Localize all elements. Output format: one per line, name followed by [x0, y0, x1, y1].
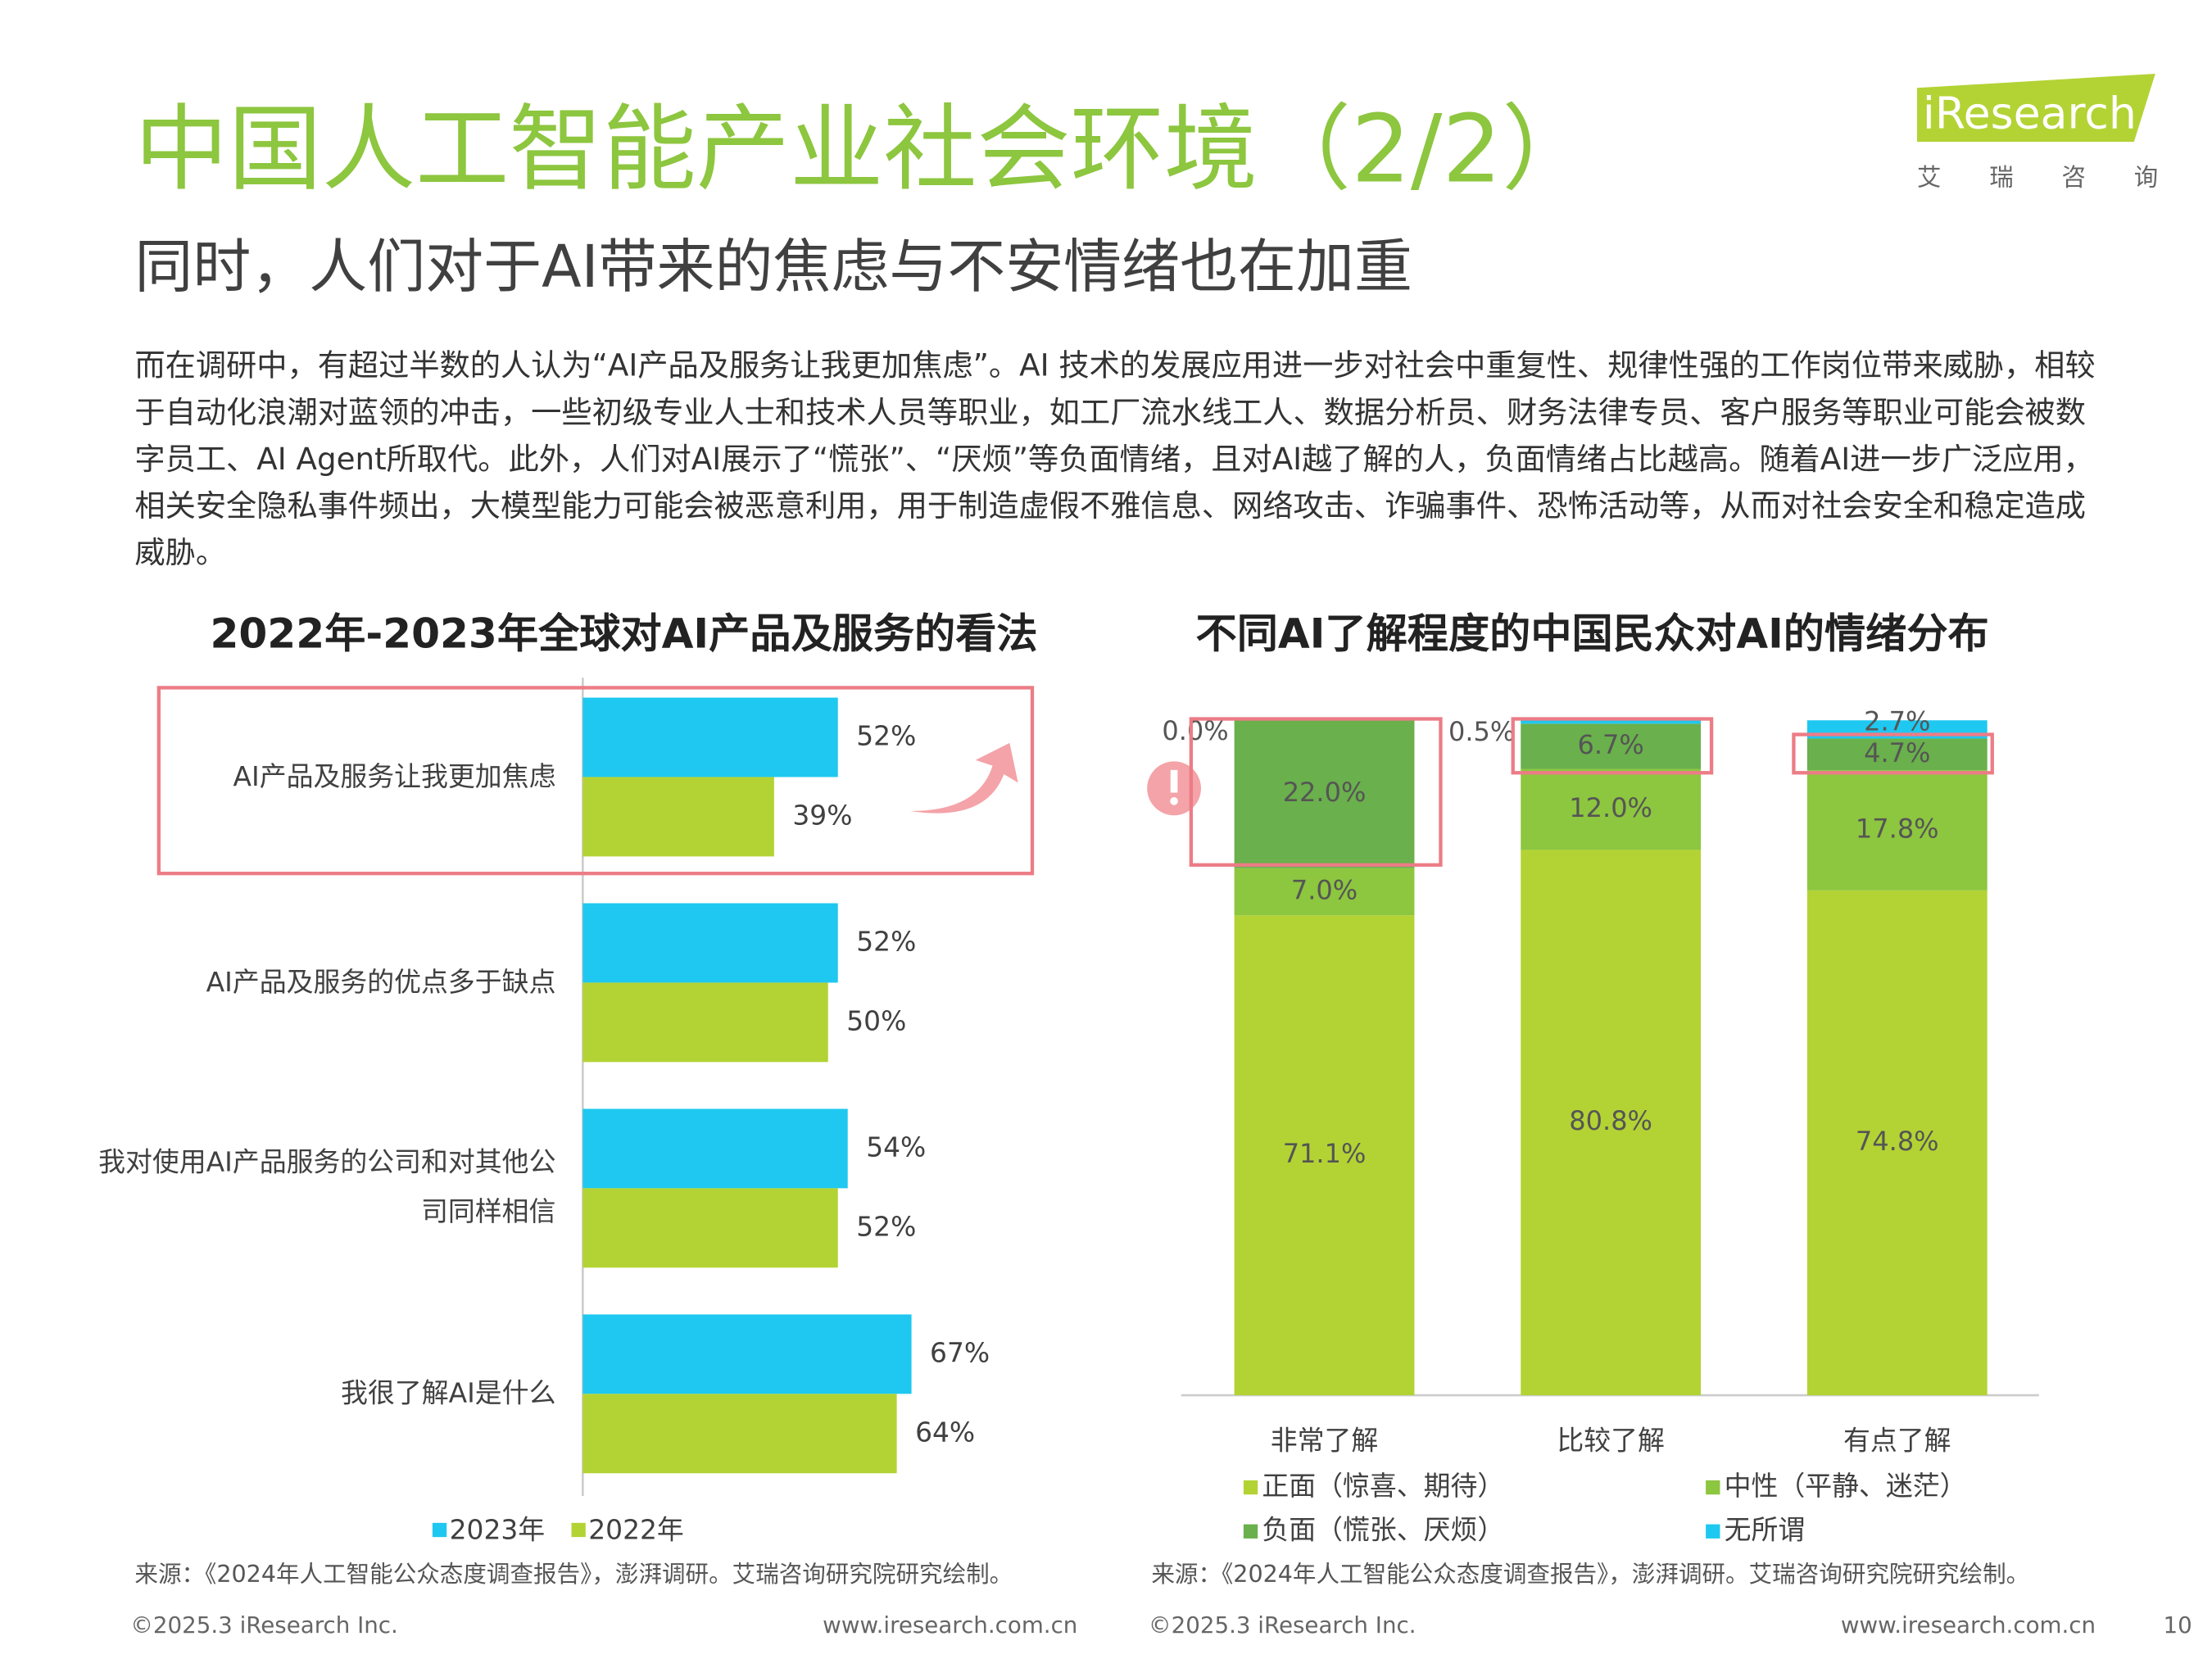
x-tick-label: 有点了解 [1843, 1425, 1951, 1457]
category-label: 我很了解AI是什么 [341, 1377, 556, 1409]
value-label: 39% [792, 799, 852, 831]
category-label: AI产品及服务的优点多于缺点 [206, 966, 556, 998]
copyright: ©2025.3 iResearch Inc. [1149, 1611, 1416, 1639]
legend-label: 正面（惊喜、期待） [1262, 1470, 1504, 1502]
value-label: 4.7% [1864, 737, 1930, 768]
value-label: 12.0% [1569, 792, 1652, 823]
logo-shape [1917, 74, 2155, 143]
value-label: 71.1% [1283, 1138, 1367, 1169]
legend-swatch [432, 1522, 447, 1538]
bar-segment [1806, 738, 1988, 771]
value-label: 52% [856, 719, 916, 751]
logo-text: iResearch [1923, 88, 2137, 139]
value-label: 7.0% [1291, 874, 1358, 905]
subtitle: 同时，人们对于AI带来的焦虑与不安情绪也在加重 [134, 233, 1412, 301]
title: 中国人工智能产业社会环境（2/2） [134, 95, 1595, 204]
bar [582, 1108, 848, 1189]
highlight-box [1189, 717, 1443, 867]
bar-segment [1806, 890, 1988, 1396]
legend-label: 2023年 [450, 1514, 546, 1546]
bar-segment [1234, 868, 1415, 916]
bar-segment [1234, 719, 1415, 868]
source: 来源：《2024年人工智能公众态度调查报告》，澎湃调研。艾瑞咨询研究院研究绘制。 [134, 1560, 1013, 1588]
category-label-box: AI产品及服务让我更加焦虑 [233, 760, 556, 792]
legend-label: 无所谓 [1725, 1514, 1806, 1546]
warning-dot [1170, 797, 1178, 805]
bar [582, 1394, 897, 1474]
value-label: 2.7% [1864, 706, 1930, 737]
bar [582, 697, 838, 777]
bar-segment [1521, 768, 1702, 850]
value-label: 17.8% [1856, 814, 1939, 845]
annotations [156, 686, 1994, 876]
source: 来源：《2024年人工智能公众态度调查报告》，澎湃调研。艾瑞咨询研究院研究绘制。 [1151, 1560, 2029, 1588]
value-label: 54% [866, 1131, 926, 1163]
bar-chart: AI产品及服务让我更加焦虑 52% 39% AI产品及服务的优点多于缺点 52% 50% 我… [98, 678, 990, 1546]
category-label: AI产品及服务让我更加焦虑 [233, 760, 556, 792]
bar-segment [1521, 850, 1702, 1396]
bar-segment [1521, 720, 1702, 724]
bar [582, 1314, 912, 1394]
bar-segment [1234, 915, 1415, 1396]
bar [582, 1188, 838, 1268]
bar [582, 982, 828, 1063]
chart-title: 2022年-2023年全球对AI产品及服务的看法 [210, 610, 1037, 658]
logo-subtitle: 艾 瑞 咨 询 [1917, 164, 2158, 192]
highlight-box [1792, 732, 1994, 775]
stacked-bar-chart: 71.1%7.0%22.0%0.0%非常了解80.8%12.0%6.7%0.5%… [1162, 706, 2039, 1546]
category-label: 我对使用AI产品服务的公司和对其他公司同样相信 [98, 1147, 556, 1228]
bar-segment [1806, 770, 1988, 891]
paragraph: 而在调研中，有超过半数的人认为“AI产品及服务让我更加焦虑”。AI 技术的发展应… [134, 348, 2096, 572]
value-label: 67% [930, 1336, 990, 1368]
copyright: ©2025.3 iResearch Inc. [130, 1611, 398, 1639]
legend-label: 中性（平静、迷茫） [1725, 1470, 1967, 1502]
value-label: 52% [856, 1210, 916, 1242]
bar [582, 903, 838, 983]
arrow [910, 742, 1018, 814]
value-label: 22.0% [1283, 777, 1367, 808]
website: www.iresearch.com.cn [823, 1611, 1077, 1639]
warning-mark [1170, 769, 1178, 793]
legend-label: 2022年 [588, 1514, 684, 1546]
value-label: 80.8% [1569, 1105, 1652, 1136]
value-label: 74.8% [1856, 1126, 1939, 1157]
legend-swatch [1706, 1480, 1720, 1495]
value-label: 0.5% [1448, 716, 1515, 747]
highlight-box [156, 686, 1035, 876]
highlight-box [1511, 717, 1714, 775]
value-label: 52% [856, 925, 916, 957]
value-label: 6.7% [1578, 729, 1644, 760]
category-label-box: 我很了解AI是什么 [341, 1377, 556, 1409]
x-tick-label: 比较了解 [1557, 1425, 1665, 1457]
page-number: 10 [2164, 1611, 2192, 1639]
legend-swatch [1243, 1524, 1258, 1539]
value-label: 64% [915, 1416, 975, 1448]
bar [582, 777, 774, 857]
chart-title: 不同AI了解程度的中国民众对AI的情绪分布 [1196, 610, 1989, 658]
value-label: 50% [846, 1004, 906, 1036]
website: www.iresearch.com.cn [1841, 1611, 2096, 1639]
x-tick-label: 非常了解 [1271, 1425, 1379, 1457]
legend-swatch [1243, 1480, 1258, 1495]
legend-swatch [571, 1522, 586, 1538]
category-label-box: 我对使用AI产品服务的公司和对其他公司同样相信 [98, 1147, 556, 1228]
bar-segment [1521, 723, 1702, 769]
legend-swatch [1706, 1524, 1720, 1539]
category-label-box: AI产品及服务的优点多于缺点 [206, 966, 556, 998]
legend-label: 负面（慌张、厌烦） [1262, 1514, 1504, 1546]
paragraph-box: 而在调研中，有超过半数的人认为“AI产品及服务让我更加焦虑”。AI 技术的发展应… [134, 348, 2096, 572]
